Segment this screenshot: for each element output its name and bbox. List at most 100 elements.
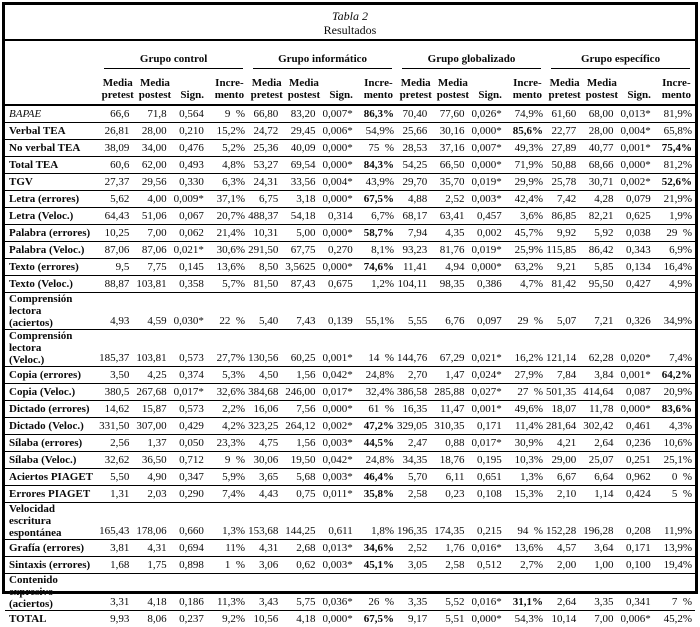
increment-cell: 83,6% (657, 399, 695, 417)
increment-cell: 19,4% (657, 555, 695, 573)
data-cell: 86,42 (583, 240, 621, 258)
data-cell: 11,47 (434, 399, 472, 417)
increment-cell: 13,6% (508, 538, 547, 556)
results-data-table: Grupo control Grupo informático Grupo glob… (5, 41, 695, 627)
increment-cell: 85,6% (508, 121, 547, 139)
subheader-cell: Media pretest (546, 69, 584, 106)
data-cell: 0,100 (620, 555, 658, 573)
data-cell: 196,28 (583, 501, 621, 539)
row-label-subheader-spacer (5, 69, 100, 106)
increment-cell: 1,3% (508, 467, 547, 485)
increment-cell: 44,5% (359, 433, 398, 451)
data-cell: 174,35 (434, 501, 472, 539)
data-cell: 0,236 (620, 433, 658, 451)
data-cell: 29,56 (136, 172, 174, 190)
data-cell: 0,145 (173, 257, 211, 275)
increment-cell: 27,9% (508, 365, 547, 383)
increment-cell: 11,9% (657, 501, 695, 539)
data-cell: 60,6 (99, 155, 137, 173)
data-cell: 0,000* (471, 257, 509, 275)
data-cell: 10,56 (248, 609, 286, 627)
data-cell: 2,52 (434, 189, 472, 207)
data-cell: 0,030* (173, 291, 211, 329)
table-row: Letra (Veloc.) 64,43 51,06 0,067 20,7% 488,37… (5, 206, 695, 224)
increment-cell: 58,7% (359, 223, 398, 241)
data-cell: 1,56 (285, 433, 323, 451)
data-cell: 7,43 (285, 291, 323, 329)
data-cell: 8,50 (248, 257, 286, 275)
increment-cell: 30,9% (508, 433, 547, 451)
table-row: Sílaba (Veloc.) 32,62 36,50 0,712 9 % 30,06 19… (5, 450, 695, 468)
increment-cell: 75,4% (657, 138, 695, 156)
data-cell: 88,87 (99, 274, 137, 292)
increment-cell: 1,2% (359, 274, 398, 292)
data-cell: 0,108 (471, 484, 509, 502)
table-number: Tabla 2 (332, 9, 368, 23)
data-cell: 0,611 (322, 501, 360, 539)
data-cell: 0,003* (322, 433, 360, 451)
data-cell: 25,07 (583, 450, 621, 468)
data-cell: 66,80 (253, 107, 279, 120)
table-row: Dictado (errores) 14,62 15,87 0,573 2,2% 16,0… (5, 399, 695, 417)
table-title-block: Tabla 2 Resultados (5, 5, 695, 41)
table-body: BAPAE 66,6 71,8 0,564 9 % 66,80 83,20 0,007* 86,… (5, 105, 695, 627)
table-row: Velocidad escritura espontánea 165,43 178,… (5, 501, 695, 539)
data-cell: 264,12 (285, 416, 323, 434)
data-cell: 54,25 (397, 155, 435, 173)
data-cell: 81,76 (434, 240, 472, 258)
data-cell: 81,42 (546, 274, 584, 292)
increment-cell: 6,3% (210, 172, 249, 190)
data-cell: 19,50 (285, 450, 323, 468)
data-cell: 4,57 (546, 538, 584, 556)
increment-cell: 6,7% (359, 206, 398, 224)
data-cell: 0,006* (620, 609, 658, 627)
data-cell: 4,31 (248, 538, 286, 556)
increment-cell: 5,2% (210, 138, 249, 156)
data-cell: 7,94 (397, 223, 435, 241)
data-cell: 67,29 (434, 328, 472, 366)
table-row: TOTAL 9,93 8,06 0,237 9,2% 10,56 4,18 0,000* 67,… (5, 609, 695, 627)
data-cell: 0,270 (322, 240, 360, 258)
data-cell: 0,042* (322, 365, 360, 383)
increment-cell: 2,2% (210, 399, 249, 417)
data-cell: 4,43 (248, 484, 286, 502)
data-cell: 0,134 (620, 257, 658, 275)
increment-cell: 29,9% (508, 172, 547, 190)
data-cell: 28,00 (136, 121, 174, 139)
data-cell: 5,68 (285, 467, 323, 485)
data-cell: 8,06 (136, 609, 174, 627)
data-cell: 0,016* (471, 572, 509, 610)
data-cell: 29,70 (397, 172, 435, 190)
data-cell: 83,20 (290, 107, 316, 120)
data-cell: 285,88 (434, 382, 472, 400)
data-cell: 32,62 (99, 450, 137, 468)
data-cell: 10,14 (546, 609, 584, 627)
data-cell: 87,06 (99, 240, 137, 258)
data-cell: 0,003* (471, 189, 509, 207)
data-cell: 2,52 (397, 538, 435, 556)
subheader-cell: Sign. (471, 69, 509, 106)
data-cell: 0,027* (471, 382, 509, 400)
data-cell: 0,251 (620, 450, 658, 468)
data-cell: 0,067 (173, 206, 211, 224)
data-cell: 6,75 (248, 189, 286, 207)
data-cell: 0,427 (620, 274, 658, 292)
data-cell: 4,21 (546, 433, 584, 451)
row-label: Velocidad escritura espontánea (5, 501, 100, 539)
subheader-cell: Media postest (434, 69, 472, 106)
data-cell: 0,694 (173, 538, 211, 556)
row-label: Dictado (Veloc.) (5, 416, 100, 434)
increment-cell: 34,9% (657, 291, 695, 329)
subheader-cell: Sign. (620, 69, 658, 106)
data-cell: 0,461 (620, 416, 658, 434)
data-cell: 0,079 (620, 189, 658, 207)
data-cell: 9,92 (546, 223, 584, 241)
data-cell: 4,90 (136, 467, 174, 485)
subheader-cell: Incre- mento (657, 69, 695, 106)
data-cell: 0,675 (322, 274, 360, 292)
row-label: Sintaxis (errores) (5, 555, 100, 573)
increment-cell: 2,7% (508, 555, 547, 573)
increment-cell: 24,8% (359, 365, 398, 383)
data-cell: 0,171 (471, 416, 509, 434)
data-cell: 7,21 (583, 291, 621, 329)
